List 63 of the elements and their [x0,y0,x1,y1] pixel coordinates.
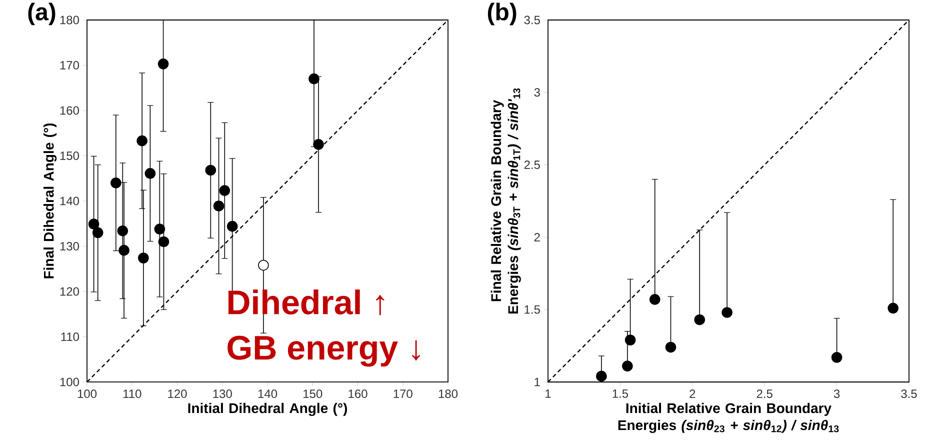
x-tick-label: 150 [304,390,322,398]
y-tick-label: 100 [60,378,80,386]
point [596,370,607,382]
y-tick-label: 120 [60,287,80,296]
x-tick-label: 1 [546,390,551,398]
y-tick-label: 3.5 [524,16,540,24]
y-tick-label: 180 [60,16,80,24]
x-tick-label: 120 [168,390,187,398]
point [138,252,149,264]
point [158,236,170,248]
point [144,168,156,179]
point [213,200,224,212]
point [205,164,216,176]
point [118,244,130,256]
point [92,227,104,238]
x-axis-title: Initial Relative Grain Boundary Energies (sinθ$_{23}$ + sinθ$_{12}$) / sinθ$_{13}$ [618,402,839,433]
x-tick-label: 180 [438,390,458,398]
x-tick-label: 1.5 [612,390,628,398]
point [136,135,148,146]
y-axis-title: Final Dihedral Angle (°) [43,123,57,278]
y-tick-label: 130 [60,242,80,250]
y-tick-label: 140 [60,196,80,206]
point [226,220,238,232]
chart-title: (a) [28,2,56,26]
y-tick-label: 1.5 [524,305,540,314]
point [624,334,636,346]
x-tick-label: 3.5 [901,390,917,398]
y-tick-label: 3 [534,88,540,97]
y-tick-label: 160 [60,106,80,115]
point [622,360,633,372]
point [665,342,676,353]
x-tick-label: 130 [213,390,232,398]
y-tick-label: 150 [60,151,80,160]
point [888,302,899,314]
y-tick-label: 2 [534,233,540,242]
x-tick-label: 160 [348,390,368,398]
point [258,260,269,271]
x-tick-label: 110 [123,390,142,398]
point [117,225,128,236]
point [313,139,324,150]
y-tick-label: 110 [61,332,80,341]
x-axis-title: Initial Dihedral Angle (°) [188,402,347,416]
y-tick-label: 2.5 [524,160,540,170]
point [219,185,230,196]
x-tick-label: 140 [258,390,278,398]
x-tick-label: 2.5 [756,390,772,398]
point [158,58,169,70]
y-tick-label: 1 [534,378,540,386]
x-tick-label: 2 [690,390,696,398]
point [308,73,320,84]
point [831,352,842,363]
y-tick-label: 170 [60,61,80,70]
point [694,314,706,326]
point [722,307,732,318]
x-tick-label: 100 [78,390,97,398]
point [154,224,166,234]
point [649,294,660,305]
x-tick-label: 170 [394,390,412,398]
x-tick-label: 3 [834,390,840,398]
chart-title: (b) [488,2,516,26]
point [88,218,100,230]
point [110,177,122,188]
annotation: GB energy ↓ [228,336,420,367]
